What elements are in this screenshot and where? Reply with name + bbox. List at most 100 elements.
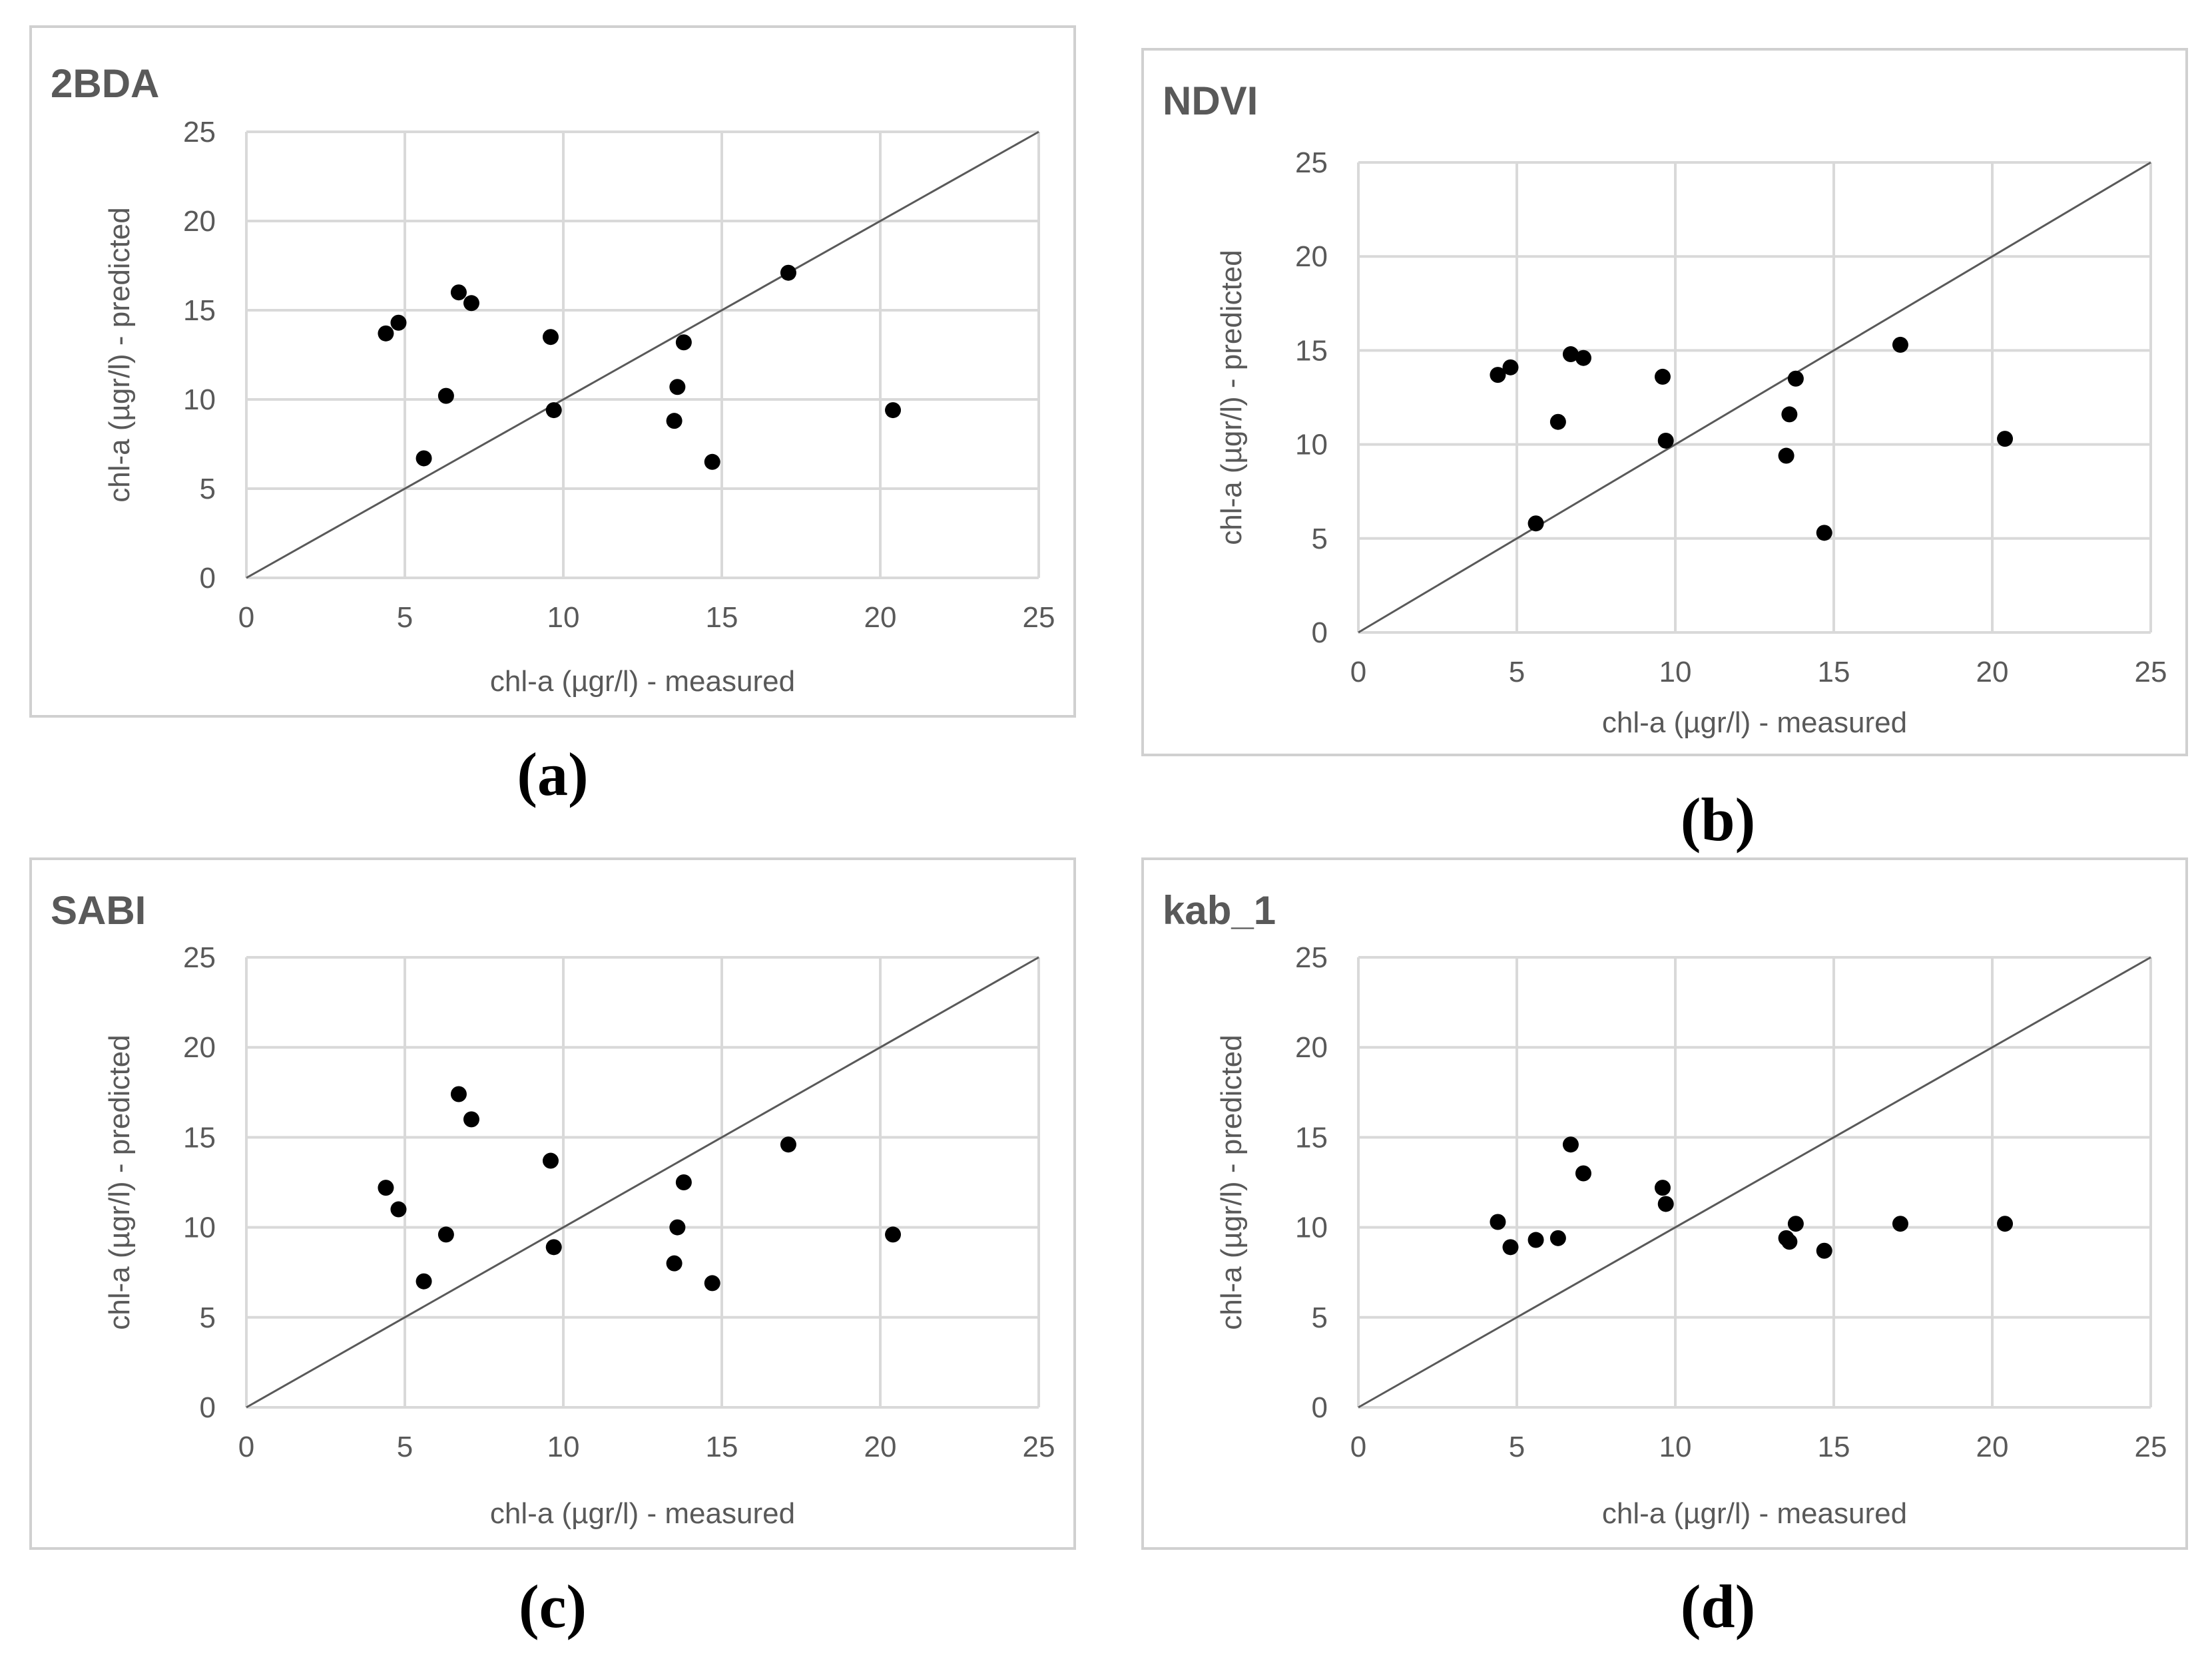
panel-title: NDVI: [1163, 79, 1258, 123]
data-point: [437, 1226, 454, 1243]
one-to-one-line: [1358, 956, 2151, 1409]
data-point: [1502, 1239, 1519, 1256]
x-tick-label: 10: [1659, 1431, 1692, 1463]
y-axis-label: chl-a (µgr/l) - predicted: [1215, 1035, 1248, 1329]
panel-sabi: 0 5 10 15 20 25 0 5 10 15 20 25 SABI chl-a (µgr/l) - …: [29, 857, 1076, 1550]
data-point: [545, 402, 562, 419]
y-tick-label: 15: [1295, 1121, 1328, 1154]
data-point: [669, 379, 686, 395]
y-tick-label: 20: [183, 205, 216, 238]
data-point: [1787, 1216, 1804, 1232]
data-point: [885, 1226, 902, 1243]
x-tick-label: 0: [238, 1431, 254, 1463]
data-point: [450, 284, 467, 301]
x-tick-label: 15: [706, 601, 738, 634]
y-axis-label: chl-a (µgr/l) - predicted: [103, 207, 136, 502]
data-point: [1781, 406, 1798, 423]
x-tick-label: 20: [1976, 1431, 2009, 1463]
data-point: [1562, 346, 1579, 363]
data-point: [780, 1136, 796, 1153]
data-point: [542, 329, 559, 346]
x-tick-label: 0: [1350, 1431, 1366, 1463]
data-point: [704, 1275, 720, 1292]
data-point: [1654, 1180, 1671, 1196]
x-tick-label: 15: [1818, 656, 1850, 688]
y-tick-label: 5: [200, 1302, 216, 1334]
data-point: [1997, 1216, 2014, 1232]
data-point: [542, 1152, 559, 1169]
data-point: [390, 314, 407, 331]
caption-a: (a): [517, 740, 589, 808]
y-tick-label: 15: [1295, 334, 1328, 367]
data-point: [463, 295, 479, 312]
data-point: [1575, 1165, 1591, 1182]
data-point: [378, 1180, 394, 1196]
x-tick-label: 25: [1023, 601, 1055, 634]
data-point: [545, 1239, 562, 1256]
caption-d: (d): [1680, 1572, 1756, 1640]
y-tick-label: 0: [200, 562, 216, 594]
y-tick-label: 10: [183, 383, 216, 416]
data-point: [675, 1174, 692, 1190]
x-tick-label: 25: [2135, 1431, 2167, 1463]
data-point: [1527, 515, 1544, 532]
data-point: [1575, 350, 1591, 366]
data-point: [1892, 336, 1908, 353]
y-tick-label: 25: [183, 116, 216, 148]
data-point: [437, 387, 454, 404]
x-axis-label: chl-a (µgr/l) - measured: [490, 665, 795, 698]
chart-frame: [1141, 48, 2188, 756]
y-axis-label: chl-a (µgr/l) - predicted: [1215, 250, 1248, 545]
data-point: [1816, 1242, 1832, 1259]
data-point: [415, 1273, 432, 1290]
data-point: [1562, 1136, 1579, 1153]
y-tick-label: 10: [1295, 1212, 1328, 1244]
panel-title: 2BDA: [51, 61, 159, 106]
y-tick-label: 20: [183, 1031, 216, 1064]
data-point: [885, 402, 902, 419]
data-point: [1657, 1196, 1674, 1212]
panel-kab1: 0 5 10 15 20 25 0 5 10 15 20 25 kab_1 chl-a (µgr/l) -…: [1141, 857, 2188, 1550]
one-to-one-line: [1358, 161, 2151, 634]
x-tick-label: 0: [238, 601, 254, 634]
data-point: [704, 453, 720, 470]
x-axis-label: chl-a (µgr/l) - measured: [1602, 706, 1907, 739]
panel-ndvi: 0 5 10 15 20 25 0 5 10 15 20 25 NDVI chl-a (µgr/l) - …: [1141, 48, 2188, 756]
x-axis-label: chl-a (µgr/l) - measured: [1602, 1497, 1907, 1530]
data-point: [666, 413, 683, 429]
panel-title: SABI: [51, 888, 146, 933]
x-tick-label: 25: [1023, 1431, 1055, 1463]
x-tick-label: 15: [706, 1431, 738, 1463]
y-tick-label: 10: [1295, 429, 1328, 461]
data-point: [415, 450, 432, 467]
one-to-one-line: [246, 956, 1039, 1409]
x-tick-label: 15: [1818, 1431, 1850, 1463]
data-point: [1787, 370, 1804, 387]
y-tick-label: 25: [1295, 941, 1328, 974]
x-tick-label: 25: [2135, 656, 2167, 688]
x-tick-label: 5: [1509, 1431, 1525, 1463]
y-tick-label: 25: [183, 941, 216, 974]
panel-2bda: 0 5 10 15 20 25 0 5 10 15 20 25 2BDA chl-a (µgr/l) - …: [29, 25, 1076, 718]
y-tick-label: 5: [1312, 1302, 1328, 1334]
x-axis-label: chl-a (µgr/l) - measured: [490, 1497, 795, 1530]
one-to-one-line: [246, 130, 1039, 579]
y-tick-label: 10: [183, 1212, 216, 1244]
data-point: [1490, 1214, 1506, 1230]
chart-ndvi: 0 5 10 15 20 25 0 5 10 15 20 25 NDVI chl-a (µgr/l) - …: [1141, 48, 2188, 756]
y-axis-label: chl-a (µgr/l) - predicted: [103, 1035, 136, 1329]
y-tick-label: 0: [200, 1391, 216, 1424]
data-point: [463, 1111, 479, 1128]
data-point: [1778, 447, 1795, 464]
data-point: [1549, 413, 1566, 430]
data-point: [780, 264, 796, 281]
chart-frame: [29, 857, 1076, 1550]
y-tick-label: 0: [1312, 1391, 1328, 1424]
data-point: [1527, 1232, 1544, 1248]
data-point: [666, 1255, 683, 1272]
data-point: [378, 325, 394, 342]
x-tick-label: 20: [864, 601, 897, 634]
caption-b: (b): [1680, 786, 1756, 853]
panel-title: kab_1: [1163, 888, 1276, 933]
x-tick-label: 10: [547, 1431, 580, 1463]
